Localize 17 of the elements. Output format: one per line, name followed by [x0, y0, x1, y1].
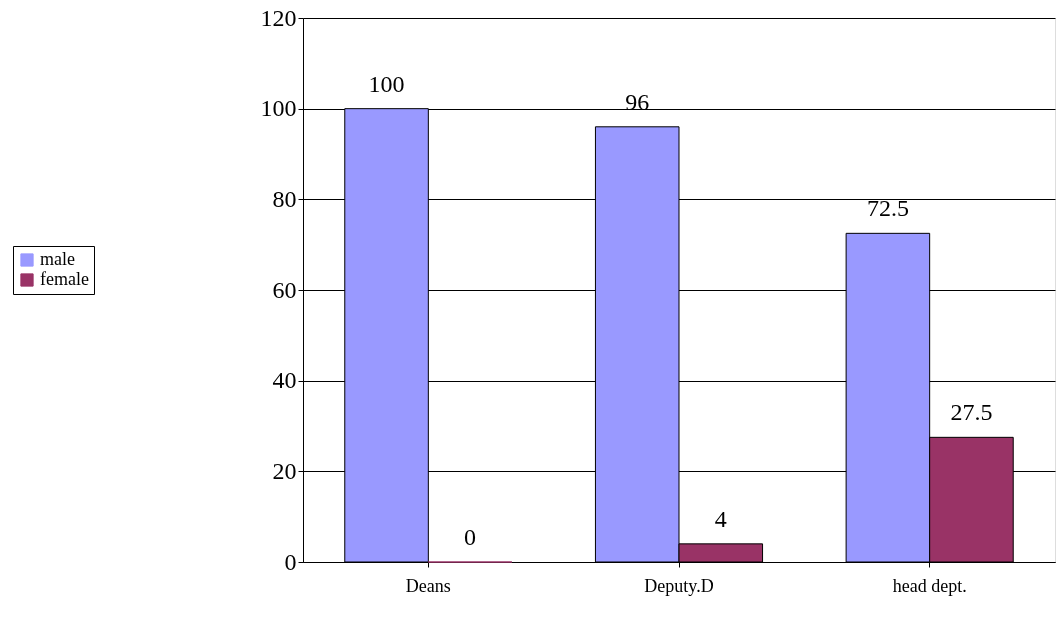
x-tick-label: Deputy.D — [644, 575, 714, 596]
legend-label: female — [40, 269, 89, 289]
x-tick-label: Deans — [405, 575, 451, 596]
data-label: 4 — [714, 505, 727, 532]
y-tick-label: 100 — [260, 95, 297, 122]
y-tick-label: 0 — [284, 548, 297, 575]
legend-label: male — [40, 249, 75, 269]
data-label: 100 — [368, 70, 405, 97]
y-tick-label: 60 — [272, 276, 297, 303]
data-label: 27.5 — [950, 399, 993, 426]
y-tick-label: 80 — [272, 185, 297, 212]
y-tick-label: 20 — [272, 457, 297, 484]
y-tick-label: 120 — [260, 4, 297, 31]
data-label: 72.5 — [866, 195, 909, 222]
x-tick-label: head dept. — [892, 575, 967, 596]
data-label: 0 — [464, 524, 477, 550]
y-tick-label: 40 — [272, 367, 297, 394]
